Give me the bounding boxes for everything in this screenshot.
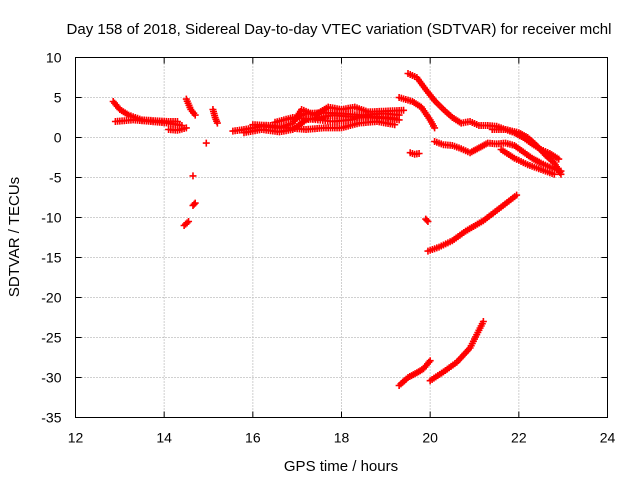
series-track-20 [406,149,423,158]
plot-frame [75,57,608,418]
y-tick-label: -20 [41,290,61,306]
data-point [426,357,434,365]
data-point [185,218,193,225]
series-track-24 [426,318,487,385]
x-axis-ticks: 12 14 16 18 20 22 24 [68,57,616,446]
data-point [479,318,487,325]
data-point [191,111,199,119]
x-tick-label: 20 [422,430,438,446]
data-point [391,121,399,129]
series-track-4 [182,95,199,119]
series-track-8 [209,106,221,127]
data-point [395,111,403,119]
data-point [190,200,198,208]
series-track-21 [422,215,432,225]
y-tick-label: 5 [54,90,62,106]
y-tick-label: 10 [46,50,62,66]
x-tick-label: 16 [245,430,261,446]
data-point [513,191,521,199]
data-point [424,218,432,225]
data-point [183,219,191,227]
x-tick-label: 14 [156,430,172,446]
series-track-7 [189,172,197,180]
series-track-23 [395,357,434,389]
y-tick-label: -5 [49,170,62,186]
y-tick-label: -10 [41,210,61,226]
data-point [391,114,399,122]
data-point [202,139,210,147]
series-track-22 [424,191,521,255]
x-tick-label: 22 [511,430,527,446]
data-point [423,216,431,224]
series-track-17 [431,138,565,175]
data-point [182,124,190,132]
series-track-14 [289,109,399,123]
data-point [557,170,565,178]
series-track-19 [497,146,558,178]
x-axis-label: GPS time / hours [284,458,398,475]
data-point [555,155,563,163]
series-track-5 [180,218,193,229]
data-point [550,170,558,178]
y-tick-label: -25 [41,330,61,346]
series-track-15 [395,94,439,132]
data-points [109,70,565,389]
series-track-18 [488,126,565,178]
y-tick-label: 0 [54,130,62,146]
chart-title: Day 158 of 2018, Sidereal Day-to-day VTE… [67,21,612,38]
y-tick-label: -35 [41,410,61,426]
data-point [431,124,439,132]
y-tick-label: -15 [41,250,61,266]
data-point [415,150,423,157]
series-track-2 [111,116,186,129]
data-point [213,119,221,127]
data-point [400,106,408,114]
y-axis-ticks: 10 5 0 -5 -10 -15 -20 -25 -30 -35 [41,50,608,426]
x-tick-label: 18 [334,430,350,446]
series-track-9 [202,139,210,147]
series-track-6 [189,199,199,209]
y-tick-label: -30 [41,370,61,386]
x-tick-label: 12 [68,430,84,446]
y-axis-label: SDTVAR / TECUs [6,177,23,297]
data-point [189,172,197,180]
x-tick-label: 24 [600,430,616,446]
series-track-3 [165,124,190,134]
data-point [191,199,199,207]
